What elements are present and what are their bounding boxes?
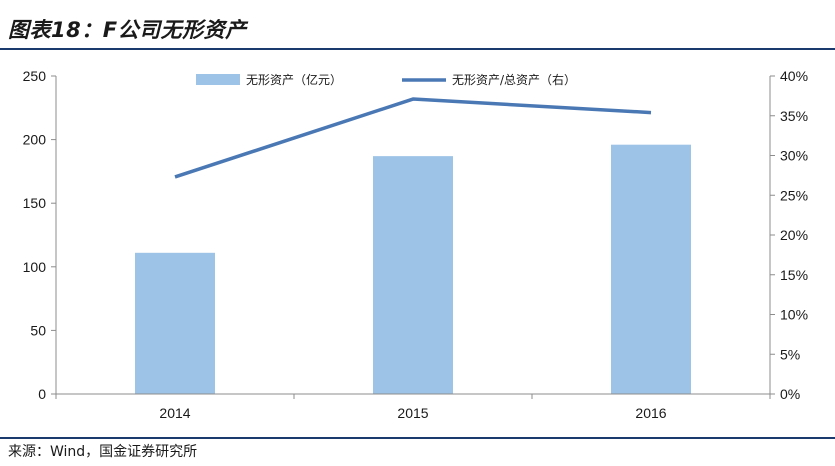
right-tick-label: 5% [780,346,800,362]
combo-chart: 0 50 100 150 200 250 0% 5% 10% 15% 20% 25% 30% 35% 40%… [23,68,808,421]
right-tick-label: 35% [780,108,808,124]
bar-2014 [135,252,215,394]
legend-bar-label: 无形资产（亿元） [246,72,342,87]
x-tick-label: 2014 [159,405,190,421]
right-tick-label: 0% [780,386,800,402]
axes: 0 50 100 150 200 250 0% 5% 10% 15% 20% 25% 30% 35% 40%… [23,68,808,421]
right-tick-label: 10% [780,307,808,323]
left-tick-label: 50 [30,322,46,338]
right-tick-label: 20% [780,227,808,243]
bar-2015 [373,156,453,394]
left-tick-label: 200 [23,132,47,148]
bar-2016 [611,144,691,394]
bar-series [135,144,691,394]
line-series [174,97,652,179]
title-rule [0,48,835,50]
right-tick-label: 15% [780,267,808,283]
source-note: 来源：Wind，国金证券研究所 [8,444,198,460]
left-tick-label: 0 [38,386,46,402]
figure-title: 图表18：F公司无形资产 [8,18,247,42]
source-rule [0,437,835,439]
x-tick-label: 2015 [397,405,428,421]
left-tick-label: 150 [23,195,47,211]
legend-line-label: 无形资产/总资产（右） [452,72,576,87]
left-tick-label: 100 [23,259,47,275]
right-tick-label: 40% [780,68,808,84]
left-tick-label: 250 [23,68,47,84]
legend: 无形资产（亿元） 无形资产/总资产（右） [196,72,576,87]
x-tick-label: 2016 [635,405,666,421]
right-tick-label: 30% [780,148,808,164]
legend-bar-swatch [196,74,240,85]
right-tick-label: 25% [780,187,808,203]
